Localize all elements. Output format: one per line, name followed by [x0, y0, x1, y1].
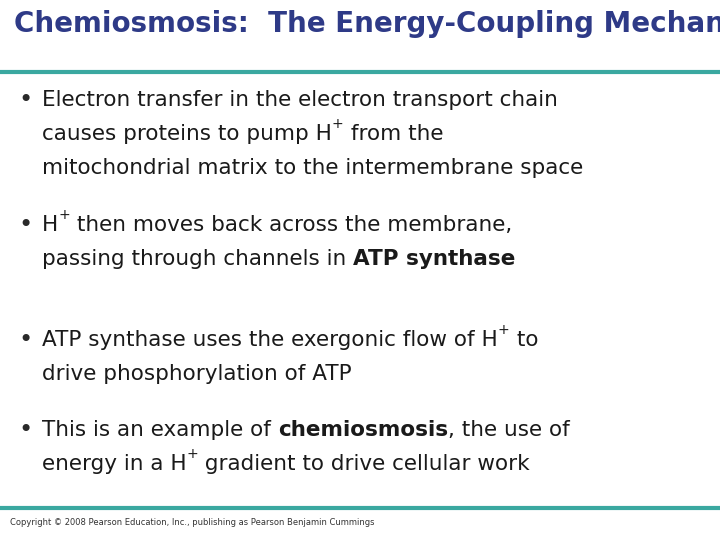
Text: gradient to drive cellular work: gradient to drive cellular work — [199, 454, 530, 474]
Text: •: • — [18, 418, 32, 442]
Text: +: + — [332, 117, 343, 131]
Text: mitochondrial matrix to the intermembrane space: mitochondrial matrix to the intermembran… — [42, 158, 583, 178]
Text: chemiosmosis: chemiosmosis — [278, 420, 448, 440]
Text: passing through channels in: passing through channels in — [42, 249, 353, 269]
Text: •: • — [18, 88, 32, 112]
Text: Copyright © 2008 Pearson Education, Inc., publishing as Pearson Benjamin Cumming: Copyright © 2008 Pearson Education, Inc.… — [10, 518, 374, 527]
Text: ATP synthase: ATP synthase — [353, 249, 516, 269]
Text: H: H — [42, 215, 58, 235]
Text: drive phosphorylation of ATP: drive phosphorylation of ATP — [42, 364, 351, 384]
Text: •: • — [18, 213, 32, 237]
Text: then moves back across the membrane,: then moves back across the membrane, — [70, 215, 512, 235]
Text: energy in a H: energy in a H — [42, 454, 186, 474]
Text: from the: from the — [343, 124, 443, 144]
Text: to: to — [510, 330, 538, 350]
Text: This is an example of: This is an example of — [42, 420, 278, 440]
Text: +: + — [58, 208, 70, 222]
Text: ATP synthase uses the exergonic flow of H: ATP synthase uses the exergonic flow of … — [42, 330, 498, 350]
Text: +: + — [498, 323, 510, 337]
Text: •: • — [18, 328, 32, 352]
Text: , the use of: , the use of — [448, 420, 570, 440]
Text: Electron transfer in the electron transport chain: Electron transfer in the electron transp… — [42, 90, 558, 110]
Text: causes proteins to pump H: causes proteins to pump H — [42, 124, 332, 144]
Text: +: + — [186, 447, 199, 461]
Text: Chemiosmosis:  The Energy-Coupling Mechanism: Chemiosmosis: The Energy-Coupling Mechan… — [14, 10, 720, 38]
